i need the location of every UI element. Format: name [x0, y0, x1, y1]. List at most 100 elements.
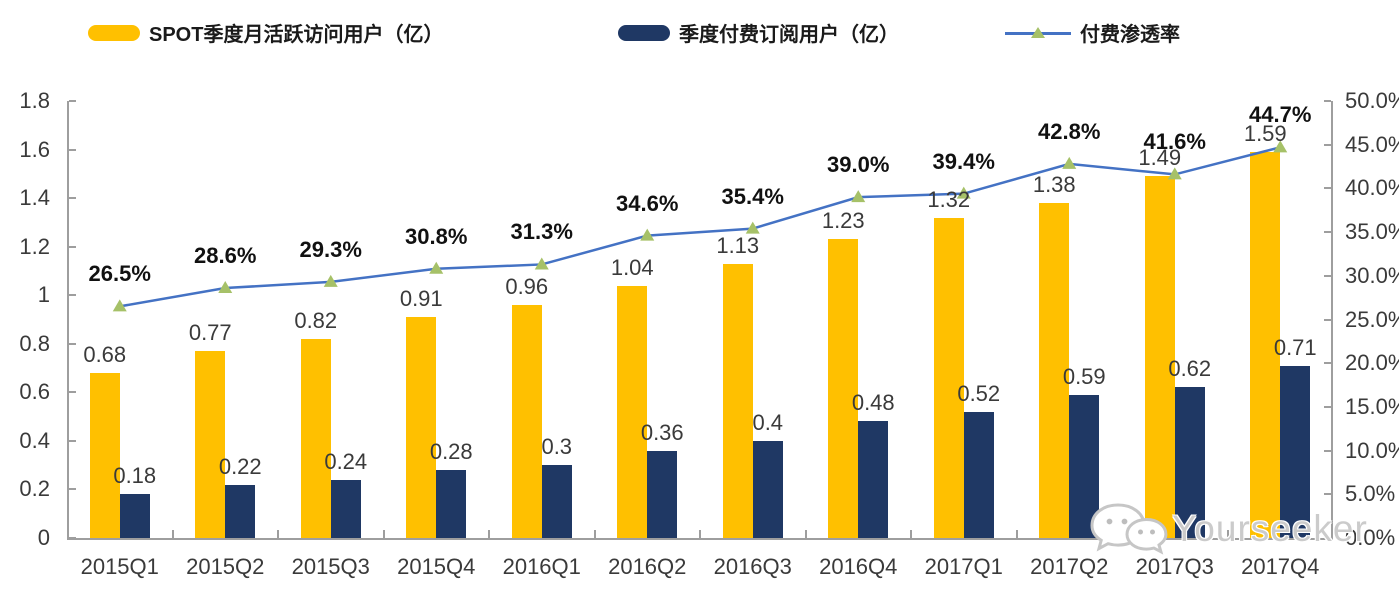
mau-bar-value-label: 1.32	[927, 186, 971, 212]
mau-bar-value-label: 0.77	[188, 320, 232, 346]
left-axis-tick-label: 1.6	[19, 136, 50, 162]
penetration-value-label: 29.3%	[299, 236, 362, 262]
wechat-logo-icon	[1090, 503, 1168, 555]
penetration-value-label: 31.3%	[510, 219, 573, 245]
paid-subscribers-bar	[647, 450, 678, 538]
x-axis-category-label: 2017Q2	[1030, 554, 1109, 579]
paid-subscribers-bar	[1174, 387, 1205, 538]
paid-subscribers-value-label: 0.52	[957, 380, 1001, 406]
right-axis-tick	[1324, 493, 1331, 496]
mau-bar-value-label: 1.23	[821, 208, 865, 234]
left-axis-tick	[69, 439, 76, 442]
paid-subscribers-bar	[330, 479, 361, 538]
penetration-marker	[112, 299, 127, 312]
right-axis-tick-label: 35.0%	[1345, 219, 1399, 245]
x-axis-tick	[804, 530, 807, 538]
right-axis-tick	[1324, 405, 1331, 408]
right-axis-tick	[1324, 143, 1331, 146]
mau-bar	[406, 317, 437, 538]
x-axis-tick	[277, 530, 279, 538]
right-axis-tick-label: 5.0%	[1345, 481, 1396, 507]
right-axis-tick	[1324, 449, 1331, 452]
paid-subscribers-bar	[858, 421, 889, 538]
penetration-line	[119, 146, 1281, 308]
left-axis-tick-label: 1	[37, 282, 50, 308]
x-axis-tick	[1226, 530, 1229, 538]
x-axis-category-label: 2015Q2	[186, 554, 265, 579]
mau-bar	[617, 285, 648, 538]
x-axis-tick	[910, 530, 912, 538]
legend-item-paid-subscribers: 季度付费订阅用户（亿）	[618, 18, 899, 47]
watermark-text: Yourseeker	[1172, 508, 1368, 549]
paid-subscribers-bar	[1280, 365, 1311, 538]
left-axis-tick	[69, 537, 76, 539]
penetration-value-label: 39.4%	[932, 148, 995, 174]
left-axis-tick	[69, 197, 76, 200]
x-axis-category-label: 2015Q4	[397, 554, 476, 579]
x-axis-category-label: 2016Q1	[502, 554, 581, 579]
left-axis-line	[67, 101, 69, 540]
penetration-value-label: 39.0%	[827, 152, 890, 178]
left-axis-tick-label: 0.6	[19, 379, 50, 405]
left-axis-tick-label: 1.2	[19, 233, 50, 259]
paid-subscribers-value-label: 0.4	[752, 409, 784, 435]
penetration-marker	[218, 281, 233, 294]
right-axis-tick	[1324, 100, 1331, 102]
penetration-value-label: 26.5%	[88, 261, 151, 287]
x-axis-line	[67, 538, 1333, 540]
right-axis-tick-label: 20.0%	[1345, 350, 1399, 376]
legend-swatch-icon	[618, 24, 670, 41]
left-axis-tick	[69, 100, 76, 102]
mau-bar-value-label: 0.68	[83, 341, 127, 367]
right-axis-tick	[1324, 274, 1331, 277]
legend-label: 付费渗透率	[1080, 24, 1180, 46]
penetration-marker	[429, 261, 444, 274]
right-axis-tick-label: 50.0%	[1345, 88, 1399, 113]
watermark: Yourseeker	[1088, 500, 1368, 558]
mau-bar	[195, 351, 226, 538]
penetration-marker	[323, 274, 338, 287]
x-axis-category-label: 2016Q2	[608, 554, 687, 579]
penetration-value-label: 44.7%	[1249, 102, 1312, 128]
mau-bar-value-label: 1.13	[716, 232, 760, 258]
penetration-value-label: 30.8%	[405, 223, 468, 249]
right-axis-line	[1331, 101, 1333, 540]
left-axis-tick	[69, 294, 76, 297]
mau-bar-value-label: 0.91	[399, 286, 443, 312]
penetration-marker	[534, 257, 549, 270]
x-axis-category-label: 2017Q1	[924, 554, 1003, 579]
paid-subscribers-bar	[119, 494, 150, 538]
left-axis-tick	[69, 391, 76, 394]
paid-subscribers-value-label: 0.22	[218, 453, 262, 479]
right-axis-tick-label: 15.0%	[1345, 393, 1399, 419]
mau-bar	[511, 304, 542, 538]
x-axis-tick	[593, 530, 596, 538]
penetration-value-label: 28.6%	[194, 243, 257, 269]
penetration-value-label: 35.4%	[721, 183, 784, 209]
paid-subscribers-bar	[963, 411, 994, 538]
mau-bar	[722, 263, 753, 538]
mau-bar-value-label: 1.04	[610, 254, 654, 280]
mau-bar	[933, 217, 964, 538]
right-axis-tick-label: 40.0%	[1345, 175, 1399, 201]
paid-subscribers-bar	[541, 465, 572, 538]
paid-subscribers-bar	[436, 470, 467, 538]
x-axis-tick	[699, 530, 701, 538]
legend-label: 季度付费订阅用户（亿）	[679, 24, 899, 46]
right-axis-tick-label: 10.0%	[1345, 437, 1399, 463]
legend-item-penetration: 付费渗透率	[1005, 18, 1180, 47]
chart-legend: SPOT季度月活跃访问用户（亿） 季度付费订阅用户（亿） 付费渗透率	[0, 0, 1399, 60]
x-axis-category-label: 2017Q3	[1135, 554, 1214, 579]
x-axis-tick	[382, 530, 385, 538]
left-axis-tick	[69, 488, 76, 491]
paid-subscribers-value-label: 0.62	[1168, 356, 1212, 382]
paid-subscribers-value-label: 0.18	[113, 463, 157, 489]
left-axis-tick	[69, 245, 76, 248]
left-axis-tick-label: 0.4	[19, 427, 50, 453]
legend-swatch-icon	[88, 24, 140, 41]
penetration-marker	[1062, 156, 1077, 169]
right-axis-tick	[1324, 362, 1331, 365]
paid-subscribers-bar	[225, 484, 256, 538]
x-axis-category-label: 2015Q3	[291, 554, 370, 579]
x-axis-category-label: 2016Q3	[713, 554, 792, 579]
